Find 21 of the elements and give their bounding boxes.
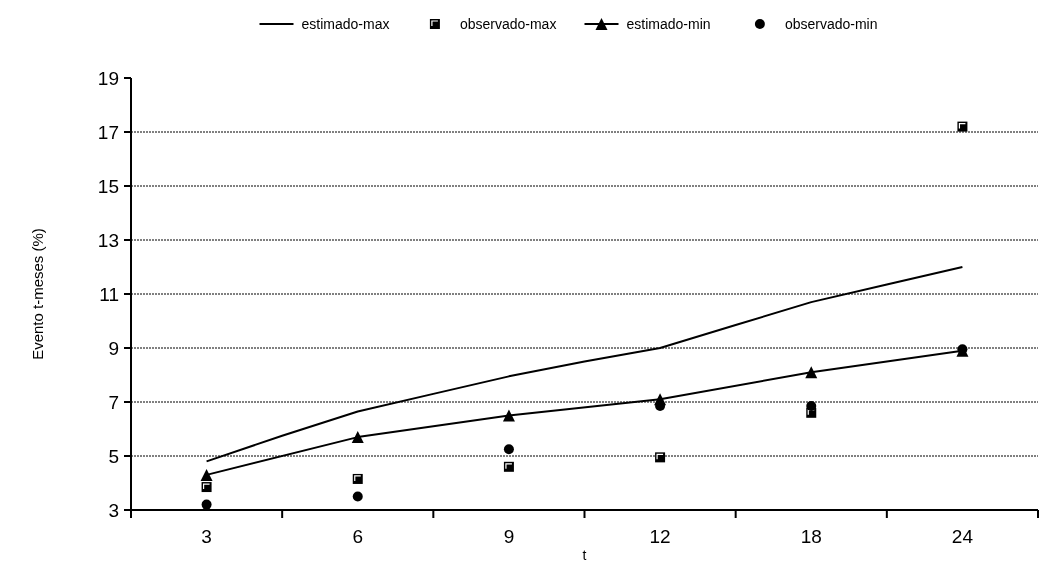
legend-label: estimado-min: [626, 15, 711, 32]
y-tick-label: 9: [108, 337, 119, 359]
y-axis-title: Evento t-meses (%): [29, 228, 46, 360]
x-tick-label: 3: [201, 526, 212, 547]
legend-label: observado-min: [784, 15, 878, 32]
y-tick-label: 13: [97, 229, 119, 251]
y-tick-label: 19: [97, 67, 119, 89]
y-tick-label: 5: [108, 445, 119, 467]
x-tick-label: 24: [951, 526, 974, 547]
x-tick-label: 9: [503, 526, 515, 547]
x-tick-label: 6: [352, 526, 364, 547]
y-tick-label: 15: [97, 175, 119, 197]
legend-label: estimado-max: [301, 15, 390, 32]
legend-label: observado-max: [459, 15, 557, 32]
x-tick-label: 12: [649, 526, 671, 547]
x-tick-label: 18: [800, 526, 822, 547]
x-axis-title: t: [582, 547, 587, 563]
y-tick-label: 11: [99, 283, 119, 305]
y-tick-label: 7: [108, 391, 119, 413]
y-tick-label: 3: [108, 499, 119, 521]
y-tick-label: 17: [97, 121, 119, 143]
